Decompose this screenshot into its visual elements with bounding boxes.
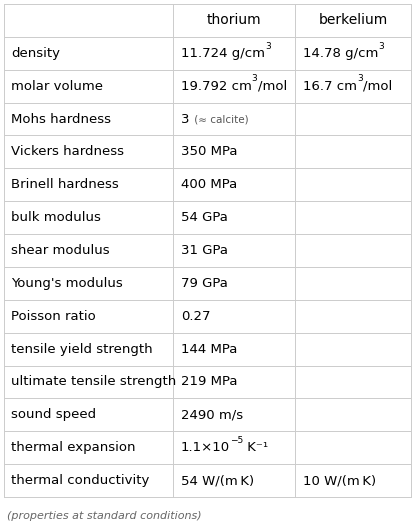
Text: shear modulus: shear modulus	[11, 244, 110, 257]
Text: −5: −5	[230, 436, 243, 445]
Text: 10 W/(m K): 10 W/(m K)	[303, 474, 376, 487]
Text: 79 GPa: 79 GPa	[181, 277, 228, 290]
Text: (properties at standard conditions): (properties at standard conditions)	[7, 511, 202, 521]
Text: 54 W/(m K): 54 W/(m K)	[181, 474, 254, 487]
Text: berkelium: berkelium	[318, 14, 388, 27]
Text: bulk modulus: bulk modulus	[11, 211, 101, 224]
Text: Vickers hardness: Vickers hardness	[11, 145, 124, 159]
Text: −5: −5	[230, 436, 243, 445]
Text: 11.724 g/cm: 11.724 g/cm	[181, 47, 265, 60]
Text: 3: 3	[357, 75, 363, 83]
Text: 3: 3	[265, 41, 271, 50]
Text: 54 GPa: 54 GPa	[181, 211, 228, 224]
Text: molar volume: molar volume	[11, 80, 103, 93]
Text: 219 MPa: 219 MPa	[181, 375, 237, 388]
Text: 3: 3	[252, 75, 258, 83]
Text: Young's modulus: Young's modulus	[11, 277, 123, 290]
Text: 3: 3	[378, 41, 384, 50]
Text: 3: 3	[252, 75, 258, 83]
Text: 2490 m/s: 2490 m/s	[181, 408, 243, 422]
Text: 350 MPa: 350 MPa	[181, 145, 237, 159]
Text: 19.792 cm: 19.792 cm	[181, 80, 252, 93]
Text: (≈ calcite): (≈ calcite)	[191, 114, 249, 124]
Text: K⁻¹: K⁻¹	[243, 441, 269, 454]
Text: density: density	[11, 47, 60, 60]
Text: 14.78 g/cm: 14.78 g/cm	[303, 47, 378, 60]
Text: thermal conductivity: thermal conductivity	[11, 474, 149, 487]
Text: 31 GPa: 31 GPa	[181, 244, 228, 257]
Text: thorium: thorium	[207, 14, 261, 27]
Text: 1.1×10: 1.1×10	[181, 441, 230, 454]
Text: tensile yield strength: tensile yield strength	[11, 343, 153, 355]
Text: ultimate tensile strength: ultimate tensile strength	[11, 375, 176, 388]
Text: 3: 3	[357, 75, 363, 83]
Text: /mol: /mol	[363, 80, 392, 93]
Text: Brinell hardness: Brinell hardness	[11, 178, 119, 191]
Text: /mol: /mol	[258, 80, 287, 93]
Text: 0.27: 0.27	[181, 310, 210, 323]
Text: Mohs hardness: Mohs hardness	[11, 112, 111, 125]
Text: thermal expansion: thermal expansion	[11, 441, 136, 454]
Text: 3: 3	[181, 112, 189, 125]
Text: 400 MPa: 400 MPa	[181, 178, 237, 191]
Text: 16.7 cm: 16.7 cm	[303, 80, 357, 93]
Text: sound speed: sound speed	[11, 408, 96, 422]
Text: Poisson ratio: Poisson ratio	[11, 310, 96, 323]
Text: 144 MPa: 144 MPa	[181, 343, 237, 355]
